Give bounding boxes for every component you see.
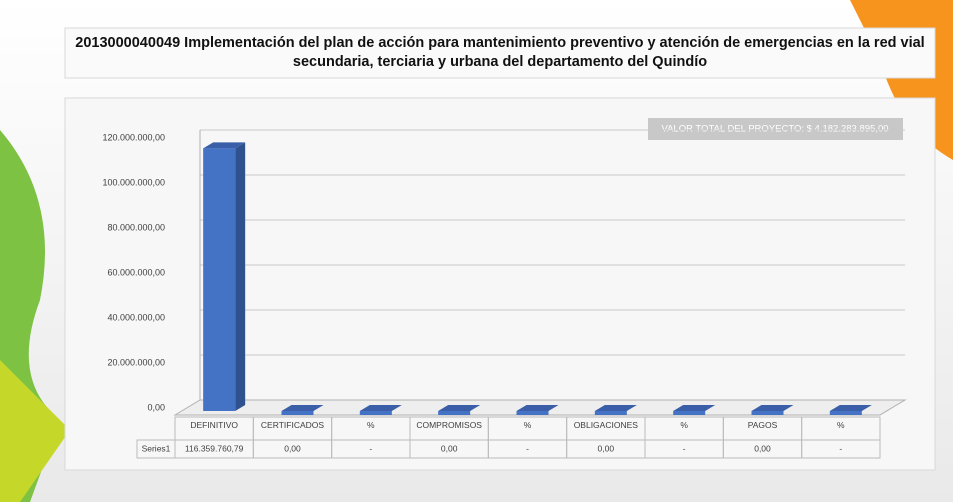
y-tick-label: 0,00 (147, 402, 165, 412)
bar-top (516, 405, 559, 411)
bar (281, 411, 314, 415)
x-tick-label: OBLIGACIONES (573, 420, 638, 430)
y-tick-label: 60.000.000,00 (107, 267, 165, 277)
y-tick-label: 80.000.000,00 (107, 222, 165, 232)
x-tick-label: % (680, 420, 688, 430)
bar-top (281, 405, 324, 411)
value-label: 116.359.760,79 (185, 443, 244, 453)
bar-top (673, 405, 716, 411)
value-label: 0,00 (284, 443, 301, 453)
category-wrap: % (837, 420, 845, 430)
annotation: VALOR TOTAL DEL PROYECTO: $ 4.182.283.89… (661, 124, 888, 135)
bar-top (829, 405, 872, 411)
category-wrap: % (367, 420, 375, 430)
bar (829, 411, 862, 415)
category-wrap: % (523, 420, 532, 430)
value-label: 0,00 (441, 443, 458, 453)
bar (594, 411, 627, 415)
category-wrap: PAGOS (747, 420, 778, 430)
value-label: - (526, 443, 529, 453)
decor-lime (0, 360, 70, 502)
bar-top (751, 405, 794, 411)
bar (203, 148, 236, 411)
value-label: - (369, 443, 372, 453)
annotation-box (648, 118, 903, 140)
value-label: 0,00 (754, 443, 771, 453)
x-tick-label: PAGOS (747, 420, 778, 430)
table-series-name: Series1 (142, 443, 171, 453)
y-tick-label: 40.000.000,00 (107, 312, 165, 322)
y-tick-label: 120.000.000,00 (102, 132, 165, 142)
x-tick-label: % (523, 420, 532, 430)
category-wrap: CERTIFICADOS (260, 420, 325, 430)
value-label: - (683, 443, 686, 453)
bar (673, 411, 706, 415)
title-box (64, 27, 936, 79)
bar (359, 411, 392, 415)
bar-top (359, 405, 402, 411)
x-tick-label: COMPROMISOS (416, 420, 482, 430)
bar (438, 411, 471, 415)
bar-top (438, 405, 481, 411)
bar (751, 411, 784, 415)
title-wrap: 2013000040049 Implementación del plan de… (75, 35, 925, 70)
category-wrap: % (680, 420, 688, 430)
bar-top (203, 142, 246, 149)
x-tick-label: % (837, 420, 845, 430)
y-tick-label: 100.000.000,00 (102, 177, 165, 187)
value-label: 0,00 (598, 443, 615, 453)
category-wrap: OBLIGACIONES (573, 420, 638, 430)
category-wrap: DEFINITIVO (190, 420, 239, 430)
table-cell (801, 439, 881, 459)
x-tick-label: CERTIFICADOS (260, 420, 325, 430)
bar (516, 411, 549, 415)
chart-title: 2013000040049 Implementación del plan de… (75, 35, 925, 70)
x-tick-label: DEFINITIVO (190, 420, 239, 430)
bar-side (235, 142, 246, 411)
value-label: - (839, 443, 842, 453)
x-tick-label: % (367, 420, 375, 430)
bar-top (594, 405, 637, 411)
category-wrap: COMPROMISOS (416, 420, 482, 430)
y-tick-label: 20.000.000,00 (107, 357, 165, 367)
